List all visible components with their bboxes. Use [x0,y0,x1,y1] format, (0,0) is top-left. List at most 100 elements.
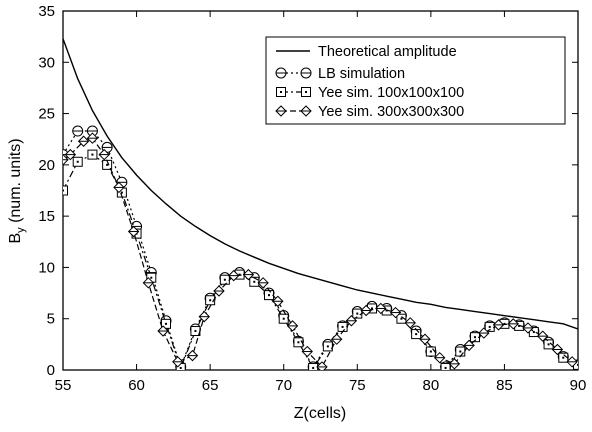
diamond-point-7 [142,277,155,289]
marker-dot [150,276,153,279]
legend-label-theory: Theoretical amplitude [318,44,457,60]
marker-dot [488,325,491,328]
diamond-point-27 [433,351,446,364]
x-tick-label-1: 60 [128,377,145,394]
legend-label-lb: LB simulation [318,66,405,82]
y-tick-label-7: 35 [38,3,55,20]
diamond-point-14 [242,268,255,281]
diamond-point-10 [186,349,199,362]
diamond-point-22 [360,304,372,317]
square-point-10 [205,295,216,306]
square-point-24 [411,329,422,340]
diamond-point-26 [419,333,431,345]
diamond-point-28 [448,358,461,370]
legend-marker-right-circle [300,67,312,79]
diamond-point-23 [375,302,387,315]
legend-label-yee100: Yee sim. 100x100x100 [318,85,464,101]
square-point-11 [219,274,230,285]
legend-label-yee300: Yee sim. 300x300x300 [318,104,464,120]
y-axis-title-subscript: y [15,227,27,233]
plot-area [63,38,578,370]
diamond-point-21 [345,315,358,327]
marker-dot [547,343,550,346]
marker-dot [179,366,182,369]
axis-ticks: 55 60 65 70 75 80 85 90 0 5 10 15 20 25 30 35 [38,3,586,394]
square-marker [440,362,451,370]
marker-dot [297,341,300,344]
diamond-point-1 [64,148,77,161]
marker-dot [371,307,373,310]
marker-dot [356,312,359,315]
legend-box [265,36,566,125]
marker-dot [305,91,307,93]
marker-dot [165,322,167,325]
square-point-20 [352,308,363,319]
marker-dot [120,191,123,194]
circle-point-1 [72,125,84,137]
diamond-point-16 [272,295,284,307]
legend-marker-right-diamond [300,105,312,117]
x-tick-label-5: 80 [423,377,440,394]
marker-dot [63,189,64,192]
marker-dot [444,366,447,369]
marker-dot [223,278,226,281]
x-axis-title: Z(cells) [294,405,346,422]
marker-dot [400,317,403,320]
diamond-point-30 [478,327,490,339]
y-axis-title: By (num. units) [7,138,27,243]
diamond-point-0 [63,154,69,166]
marker-dot [268,294,270,297]
diamond-point-25 [404,317,416,329]
marker-dot [253,280,256,283]
diamond-point-13 [227,269,240,282]
y-tick-label-6: 30 [38,54,55,71]
diamond-point-17 [286,320,299,332]
marker-dot [341,325,344,328]
square-point-18 [322,341,333,352]
square-point-17 [308,362,319,370]
marker-dot [280,91,282,93]
diamond-point-34 [536,330,549,342]
y-tick-label-3: 15 [38,208,55,225]
marker-dot [429,350,432,353]
marker-dot [474,336,476,339]
diamond-point-4 [98,148,110,161]
diamond-point-36 [566,356,578,368]
square-point-16 [293,337,304,348]
square-point-27 [455,346,466,357]
square-point-13 [249,276,260,287]
x-tick-label-7: 90 [570,377,587,394]
legend-marker-left-diamond [275,105,287,117]
diamond-point-33 [522,322,534,334]
square-point-33 [543,339,554,350]
diamond-marker [316,361,328,370]
square-point-25 [425,346,436,357]
y-tick-label-0: 0 [47,362,55,379]
square-point-2 [87,149,98,160]
square-point-15 [278,313,289,324]
square-point-23 [396,313,407,324]
y-tick-label-4: 20 [38,157,55,174]
y-tick-label-1: 5 [47,311,55,328]
legend-samples [275,50,312,117]
diamond-point-35 [551,343,564,356]
legend: Theoretical amplitude LB simulation Yee … [265,36,566,125]
diamond-point-19 [316,361,328,370]
diamond-point-11 [198,310,210,323]
diamond-point-29 [463,339,475,352]
marker-dot [459,350,462,353]
marker-dot [91,153,94,156]
diamond-point-3 [86,132,99,144]
diamond-point-20 [330,333,343,345]
series-line-circle [63,130,578,369]
square-point-1 [72,156,83,167]
legend-marker-right-square [301,87,311,97]
marker-dot [532,331,535,334]
x-tick-label-4: 75 [349,377,366,394]
x-tick-label-0: 55 [55,377,72,394]
diamond-point-32 [507,318,519,330]
x-tick-label-2: 65 [202,377,219,394]
marker-dot [503,322,506,325]
diamond-point-2 [77,135,90,147]
